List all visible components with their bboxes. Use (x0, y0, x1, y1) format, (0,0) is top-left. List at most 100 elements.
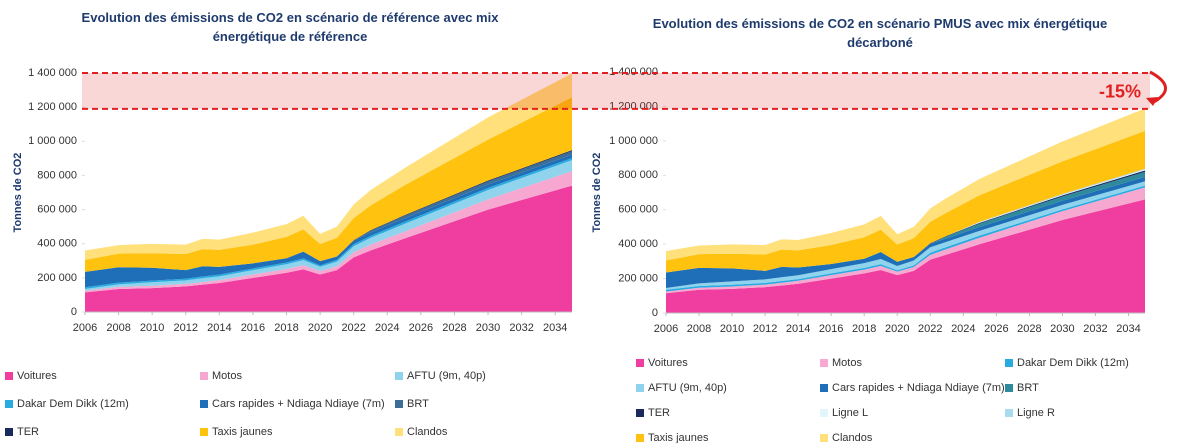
legend-swatch (636, 409, 644, 417)
legend-swatch (5, 372, 13, 380)
legend-swatch (5, 428, 13, 436)
legend-label: Taxis jaunes (648, 432, 709, 443)
x-tick-label: 2018 (274, 322, 298, 334)
area (85, 158, 572, 289)
legend-label: Voitures (648, 357, 688, 369)
x-tick-label: 2030 (476, 322, 500, 334)
plot: 0 200 000 400 000 600 000 800 000 1 000 000 1 … (591, 66, 1145, 443)
y-tick-label: 400 000 (37, 238, 77, 250)
annotation-arrow (1149, 70, 1167, 105)
y-tick-label: 200 000 (618, 272, 658, 284)
legend-swatch (636, 384, 644, 392)
x-tick-label: 2012 (174, 322, 198, 334)
y-tick-label: 600 000 (37, 203, 77, 215)
x-tick-label: 2034 (543, 322, 567, 334)
legend-swatch (1005, 359, 1013, 367)
legend-label: Dakar Dem Dikk (12m) (17, 398, 129, 410)
legend-swatch (200, 428, 208, 436)
y-tick-label: 1 000 000 (28, 135, 77, 147)
legend-label: AFTU (9m, 40p) (407, 370, 486, 382)
area (85, 154, 572, 288)
x-tick-label: 2014 (207, 322, 231, 334)
y-tick-label: 400 000 (618, 238, 658, 250)
legend-swatch (820, 434, 828, 442)
area (85, 160, 572, 291)
y-tick-label: 600 000 (618, 204, 658, 216)
legend-label: TER (17, 426, 39, 438)
y-tick-label: 1 400 000 (609, 66, 658, 78)
x-tick-label: 2020 (308, 322, 332, 334)
x-tick-label: 2010 (140, 322, 164, 334)
x-tick-label: 2022 (918, 323, 942, 335)
area (666, 177, 1145, 289)
area (666, 199, 1145, 313)
legend-swatch (395, 372, 403, 380)
legend-label: TER (648, 407, 670, 419)
chart-title: Evolution des émissions de CO2 en scénar… (81, 10, 499, 44)
legend-label: Voitures (17, 370, 57, 382)
annotation-label: -15% (1099, 82, 1141, 102)
legend-label: Clandos (832, 432, 873, 443)
legend-swatch (1005, 384, 1013, 392)
legend-swatch (636, 434, 644, 442)
annotation-band (82, 73, 1150, 109)
y-tick-label: 200 000 (37, 272, 77, 284)
legend-label: Motos (832, 357, 862, 369)
y-tick-label: 1 400 000 (28, 67, 77, 79)
y-tick-label: 1 200 000 (28, 101, 77, 113)
x-tick-label: 2032 (1083, 323, 1107, 335)
legend-swatch (820, 409, 828, 417)
area (85, 185, 572, 312)
legend-swatch (200, 372, 208, 380)
x-tick-label: 2006 (654, 323, 678, 335)
x-tick-label: 2010 (720, 323, 744, 335)
legend-swatch (820, 359, 828, 367)
plot: 0 200 000 400 000 600 000 800 000 1 000 000 1 … (5, 67, 572, 438)
annotation-layer: -15% (82, 72, 1150, 110)
x-tick-label: 2016 (819, 323, 843, 335)
legend-swatch (1005, 409, 1013, 417)
x-tick-label: 2018 (852, 323, 876, 335)
legend-label: Ligne L (832, 407, 868, 419)
legend-swatch (395, 428, 403, 436)
x-tick-label: 2028 (442, 322, 466, 334)
x-tick-label: 2008 (106, 322, 130, 334)
legend-swatch (200, 400, 208, 408)
legend-label: Cars rapides + Ndiaga Ndiaye (7m) (832, 382, 1005, 394)
x-tick-label: 2032 (509, 322, 533, 334)
legend-label: BRT (1017, 382, 1039, 394)
y-tick-label: 0 (71, 306, 77, 318)
x-tick-label: 2008 (687, 323, 711, 335)
area (666, 130, 1145, 273)
x-tick-label: 2034 (1116, 323, 1140, 335)
y-axis-title: Tonnes de CO2 (591, 153, 603, 233)
y-tick-label: 0 (652, 307, 658, 319)
legend-label: Taxis jaunes (212, 426, 273, 438)
legend-swatch (395, 400, 403, 408)
x-tick-label: 2028 (1017, 323, 1041, 335)
legend-swatch (636, 359, 644, 367)
legend-swatch (5, 400, 13, 408)
x-tick-label: 2026 (984, 323, 1008, 335)
x-tick-label: 2024 (951, 323, 975, 335)
x-tick-label: 2022 (341, 322, 365, 334)
legend-label: Cars rapides + Ndiaga Ndiaye (7m) (212, 398, 385, 410)
legend-label: Motos (212, 370, 242, 382)
area (666, 187, 1145, 294)
x-tick-label: 2014 (786, 323, 810, 335)
x-tick-label: 2006 (73, 322, 97, 334)
legend-label: BRT (407, 398, 429, 410)
y-tick-label: 800 000 (37, 169, 77, 181)
legend-label: Ligne R (1017, 407, 1055, 419)
area (85, 97, 572, 272)
annotation-arrowhead (1146, 97, 1158, 106)
y-tick-label: 800 000 (618, 169, 658, 181)
x-tick-label: 2012 (753, 323, 777, 335)
x-tick-label: 2016 (241, 322, 265, 334)
y-axis-title: Tonnes de CO2 (12, 153, 24, 233)
chart-title: Evolution des émissions de CO2 en scénar… (652, 16, 1108, 50)
legend-label: Dakar Dem Dikk (12m) (1017, 357, 1129, 369)
legend-label: Clandos (407, 426, 448, 438)
